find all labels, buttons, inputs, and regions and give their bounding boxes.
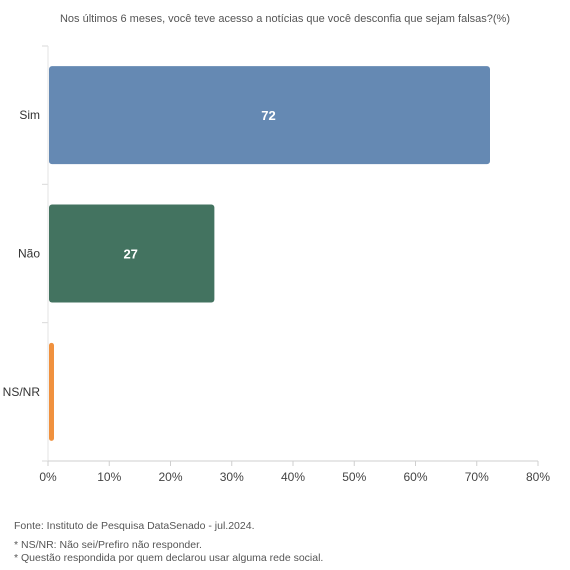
x-tick-label: 70% — [465, 470, 489, 484]
chart-title: Nos últimos 6 meses, você teve acesso a … — [59, 13, 510, 25]
x-tick-label: 80% — [526, 470, 550, 484]
source-note: Fonte: Instituto de Pesquisa DataSenado … — [14, 520, 255, 532]
x-tick-label: 0% — [39, 470, 57, 484]
x-tick-label: 60% — [403, 470, 427, 484]
footnote-social: * Questão respondida por quem declarou u… — [14, 552, 324, 564]
x-tick-label: 10% — [97, 470, 121, 484]
x-tick-label: 40% — [281, 470, 305, 484]
chart-footer: Fonte: Instituto de Pesquisa DataSenado … — [14, 520, 323, 565]
data-label: 27 — [123, 247, 137, 262]
x-tick-label: 50% — [342, 470, 366, 484]
category-label: Sim — [19, 108, 40, 122]
data-label: 72 — [261, 108, 275, 123]
bar-chart: Sim 72 Não 27 NS/NR 0% 10% 20% 30% 40% 50% 60% 70% 80… — [3, 45, 550, 484]
bar-sim — [49, 66, 490, 165]
x-tick-label: 20% — [158, 470, 182, 484]
x-tick-label: 30% — [220, 470, 244, 484]
category-label: NS/NR — [3, 385, 41, 399]
category-label: Não — [18, 247, 40, 261]
bar-ns-nr — [49, 342, 54, 441]
bar-n-o — [49, 204, 215, 303]
footnote-nsnr: * NS/NR: Não sei/Prefiro não responder. — [14, 539, 202, 551]
